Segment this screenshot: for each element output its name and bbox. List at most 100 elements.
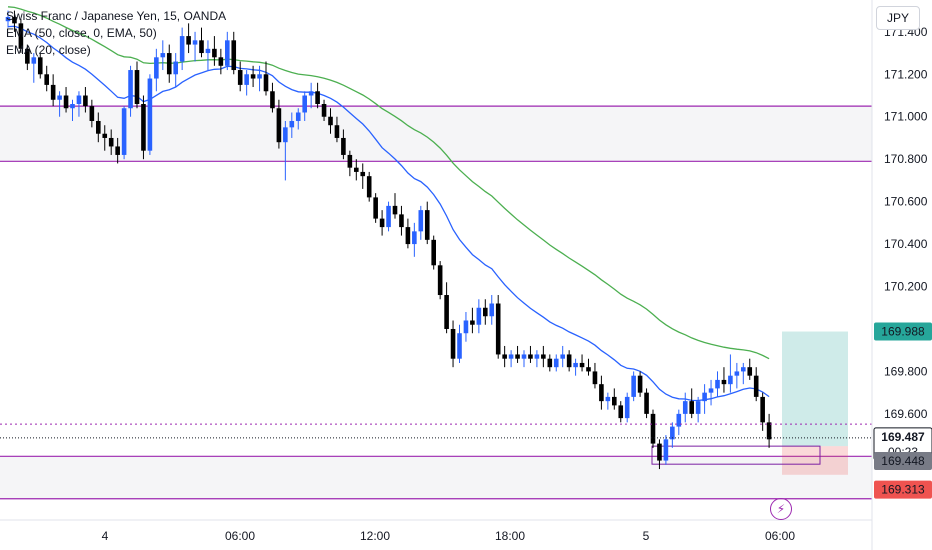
candle-body bbox=[347, 154, 353, 168]
x-tick-0: 4 bbox=[102, 529, 109, 543]
candle-74 bbox=[483, 299, 488, 325]
candle-body bbox=[541, 354, 546, 359]
candle-23 bbox=[154, 48, 159, 92]
svg-text:169.487: 169.487 bbox=[881, 430, 925, 444]
candle-body bbox=[766, 422, 772, 440]
candle-50 bbox=[328, 108, 333, 134]
candle-98 bbox=[637, 371, 643, 397]
candle-body bbox=[566, 354, 572, 368]
candle-108 bbox=[702, 384, 707, 414]
candle-body bbox=[121, 108, 127, 155]
candle-body bbox=[753, 375, 759, 397]
x-tick-5: 06:00 bbox=[765, 529, 795, 543]
candle-body bbox=[695, 401, 701, 414]
currency-button[interactable]: JPY bbox=[876, 6, 920, 30]
candle-24 bbox=[160, 40, 166, 71]
candle-103 bbox=[670, 422, 675, 448]
y-tick-9: 169.600 bbox=[884, 407, 928, 421]
candle-body bbox=[579, 362, 585, 368]
candle-body bbox=[225, 40, 230, 66]
candle-31 bbox=[205, 40, 211, 71]
candle-body bbox=[257, 74, 262, 79]
candle-body bbox=[624, 396, 630, 419]
candle-105 bbox=[682, 392, 688, 423]
candle-body bbox=[476, 307, 482, 325]
candle-111 bbox=[721, 367, 727, 393]
candle-body bbox=[147, 78, 153, 151]
candle-54 bbox=[354, 159, 359, 181]
candle-109 bbox=[708, 379, 714, 406]
profit-zone bbox=[782, 331, 848, 447]
candle-15 bbox=[102, 125, 108, 151]
candle-46 bbox=[302, 91, 307, 121]
candle-44 bbox=[289, 112, 295, 138]
candle-body bbox=[689, 401, 694, 414]
candle-body bbox=[199, 40, 204, 54]
candle-body bbox=[502, 354, 507, 359]
candle-90 bbox=[586, 358, 591, 376]
x-tick-2: 12:00 bbox=[360, 529, 390, 543]
candle-body bbox=[96, 120, 101, 134]
candle-117 bbox=[760, 392, 765, 431]
candle-93 bbox=[605, 392, 611, 410]
candle-101 bbox=[657, 439, 662, 470]
candle-body bbox=[747, 367, 753, 376]
candle-body bbox=[547, 358, 553, 368]
candle-16 bbox=[108, 129, 114, 155]
candle-body bbox=[244, 74, 249, 85]
candle-21 bbox=[141, 95, 146, 160]
candle-80 bbox=[521, 350, 527, 368]
candle-body bbox=[437, 265, 443, 296]
y-tick-3: 170.800 bbox=[884, 152, 928, 166]
candle-96 bbox=[624, 392, 630, 423]
candle-body bbox=[534, 354, 540, 359]
candle-body bbox=[741, 367, 746, 372]
candle-body bbox=[63, 95, 69, 109]
candle-17 bbox=[115, 137, 120, 164]
candle-91 bbox=[592, 362, 598, 389]
candle-body bbox=[721, 379, 727, 385]
candle-92 bbox=[599, 375, 604, 410]
candle-20 bbox=[134, 61, 140, 109]
candle-25 bbox=[166, 44, 172, 83]
candle-body bbox=[12, 16, 17, 24]
lightning-icon[interactable]: ⚡ bbox=[770, 498, 792, 520]
candle-69 bbox=[450, 320, 456, 368]
y-tick-6: 170.200 bbox=[884, 280, 928, 294]
candle-89 bbox=[579, 354, 585, 372]
candle-body bbox=[379, 218, 385, 228]
candle-body bbox=[708, 388, 714, 393]
candle-body bbox=[431, 239, 436, 266]
candle-body bbox=[586, 367, 591, 372]
ema20-legend[interactable]: EMA (20, close) bbox=[6, 43, 91, 57]
candle-body bbox=[573, 362, 578, 368]
candle-83 bbox=[541, 345, 546, 368]
symbol-title[interactable]: Swiss Franc / Japanese Yen, 15, OANDA bbox=[6, 9, 227, 23]
position-tool[interactable] bbox=[651, 331, 848, 475]
candle-body bbox=[508, 354, 514, 359]
candle-114 bbox=[741, 362, 746, 385]
candle-37 bbox=[244, 70, 249, 96]
candle-59 bbox=[386, 201, 391, 232]
candle-body bbox=[405, 227, 411, 245]
y-tick-8: 169.800 bbox=[884, 364, 928, 378]
candle-body bbox=[618, 405, 624, 419]
candle-body bbox=[115, 146, 120, 155]
ema50-legend[interactable]: EMA (50, close, 0, EMA, 50) bbox=[6, 26, 157, 40]
candle-body bbox=[483, 307, 488, 317]
candle-22 bbox=[147, 74, 153, 155]
candle-body bbox=[728, 375, 733, 385]
candle-41 bbox=[270, 82, 275, 113]
candle-body bbox=[186, 36, 191, 45]
time-axis[interactable]: 4 06:00 12:00 18:00 5 06:00 bbox=[102, 529, 796, 543]
candle-64 bbox=[418, 205, 424, 240]
entry-box bbox=[651, 445, 821, 465]
candle-body bbox=[160, 53, 166, 58]
candle-18 bbox=[121, 106, 127, 160]
x-tick-1: 06:00 bbox=[225, 529, 255, 543]
candle-body bbox=[760, 396, 765, 423]
candle-10 bbox=[70, 99, 75, 121]
candle-14 bbox=[96, 112, 101, 143]
candle-75 bbox=[489, 295, 495, 325]
